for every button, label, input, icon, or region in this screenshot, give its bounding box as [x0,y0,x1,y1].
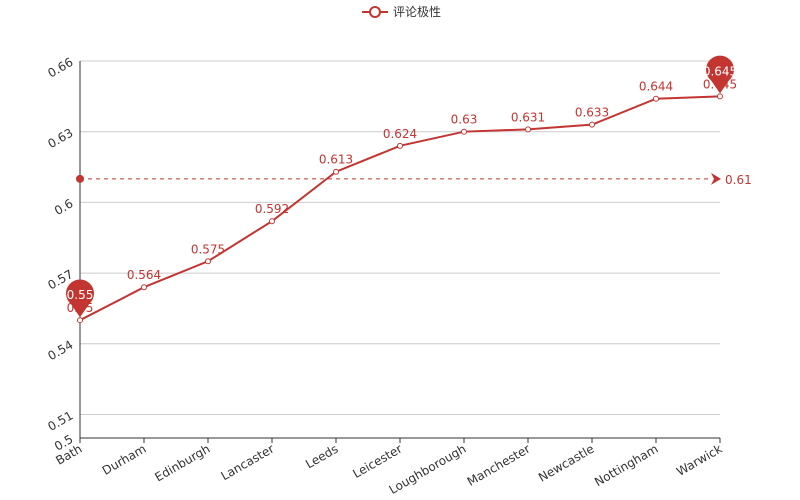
data-label: 0.644 [639,80,673,94]
x-tick-label: Lancaster [219,442,277,484]
y-tick-label: 0.54 [45,338,75,363]
legend-label: 评论极性 [393,5,441,19]
data-point[interactable] [589,121,595,128]
data-point[interactable] [141,284,147,291]
data-label: 0.613 [319,153,353,167]
data-point[interactable] [461,128,467,135]
data-point[interactable] [717,93,723,100]
x-tick-label: Nottingham [592,442,660,490]
data-point[interactable] [333,168,339,175]
data-label: 0.624 [383,127,417,141]
x-tick-label: Leeds [303,442,340,472]
min-pin-label: 0.55 [67,288,94,302]
x-tick-label: Newcastle [536,442,597,485]
data-label: 0.564 [127,268,161,282]
data-point[interactable] [269,218,275,225]
x-tick-label: Edinburgh [152,442,212,485]
max-pin-label: 0.645 [703,64,737,78]
legend[interactable]: 评论极性 [362,5,441,19]
min-pin-marker-icon [66,279,94,318]
data-point[interactable] [525,126,531,133]
x-tick-label: Warwick [674,442,724,479]
data-label: 0.633 [575,106,609,120]
data-point[interactable] [205,258,211,265]
max-pin-marker-icon [706,55,734,94]
data-label: 0.631 [511,110,545,124]
data-point[interactable] [397,142,403,149]
average-line-label: 0.61 [725,173,752,187]
y-tick-label: 0.51 [45,408,75,433]
y-tick-label: 0.63 [45,126,75,151]
data-label: 0.63 [451,113,478,127]
x-tick-label: Leicester [350,442,404,481]
data-label: 0.575 [191,242,225,256]
legend-marker-icon [369,6,381,18]
data-point[interactable] [653,95,659,102]
data-label: 0.592 [255,202,289,216]
average-line-arrow-icon [711,172,721,185]
y-tick-label: 0.66 [45,55,75,80]
y-tick-label: 0.6 [52,196,76,218]
x-tick-label: Durham [100,442,149,478]
x-tick-label: Manchester [465,442,533,489]
data-point[interactable] [77,317,83,324]
